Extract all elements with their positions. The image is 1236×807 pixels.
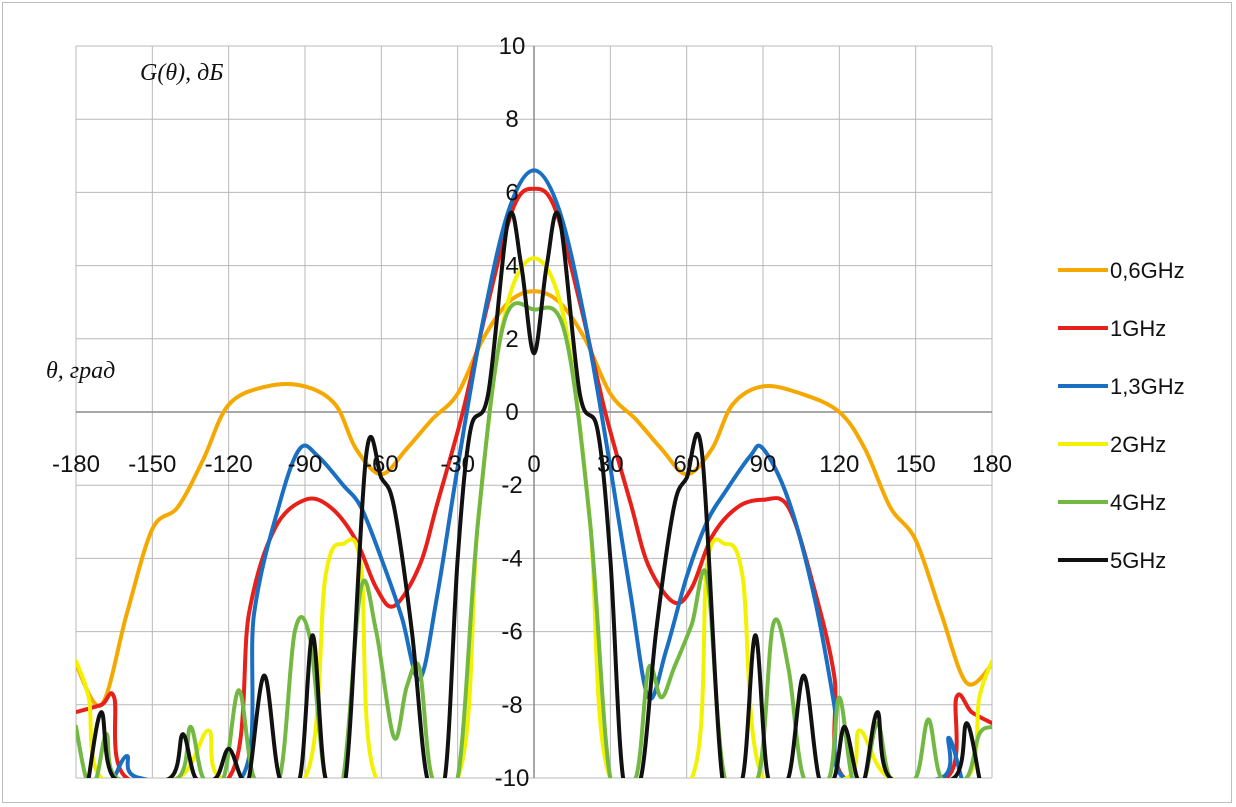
y-tick-label: -10	[495, 765, 530, 792]
x-tick-label: -90	[288, 451, 323, 478]
x-tick-label: 60	[673, 451, 700, 478]
legend: 0,6GHz 1GHz 1,3GHz 2GHz 4GHz 5GHz	[1058, 258, 1185, 573]
x-tick-label: 0	[527, 451, 540, 478]
y-tick-label: 8	[505, 106, 518, 133]
x-tick-label: -150	[128, 451, 176, 478]
x-tick-label: -30	[440, 451, 475, 478]
x-tick-label: 180	[972, 451, 1012, 478]
x-tick-label: -120	[205, 451, 253, 478]
series-line-0-6ghz	[76, 289, 992, 708]
series-line-1-3ghz	[112, 168, 964, 778]
x-tick-label: -180	[52, 451, 100, 478]
x-tick-label: -60	[364, 451, 399, 478]
y-tick-label: 2	[505, 326, 518, 353]
legend-label-1ghz: 1GHz	[1110, 316, 1166, 341]
y-tick-label: -8	[501, 692, 522, 719]
x-axis-title: θ, град	[46, 358, 115, 384]
legend-label-0-6ghz: 0,6GHz	[1110, 258, 1185, 283]
x-tick-label: 120	[819, 451, 859, 478]
legend-label-5ghz: 5GHz	[1110, 548, 1166, 573]
y-tick-label: 0	[505, 399, 518, 426]
series-line-5ghz	[86, 210, 982, 778]
x-tick-label: 150	[896, 451, 936, 478]
series-line-1ghz	[76, 186, 992, 778]
tick-labels: -180 -150 -120 -90 -60 -30 0 30 60 90 120 150 180-10…	[52, 33, 1012, 792]
legend-label-2ghz: 2GHz	[1110, 432, 1166, 457]
y-tick-label: -4	[501, 545, 522, 572]
y-axis-title: G(θ), дБ	[140, 60, 223, 86]
series-line-2ghz	[76, 256, 992, 778]
y-tick-label: 4	[505, 253, 518, 280]
y-tick-label: -6	[501, 619, 522, 646]
x-tick-label: 90	[750, 451, 777, 478]
series-line-4ghz	[76, 301, 992, 778]
y-tick-label: 10	[499, 33, 526, 60]
series-layer	[76, 168, 992, 778]
y-tick-label: -2	[501, 472, 522, 499]
axes	[76, 46, 992, 778]
legend-label-1-3ghz: 1,3GHz	[1110, 374, 1185, 399]
x-tick-label: 30	[597, 451, 624, 478]
y-tick-label: 6	[505, 179, 518, 206]
legend-label-4ghz: 4GHz	[1110, 490, 1166, 515]
